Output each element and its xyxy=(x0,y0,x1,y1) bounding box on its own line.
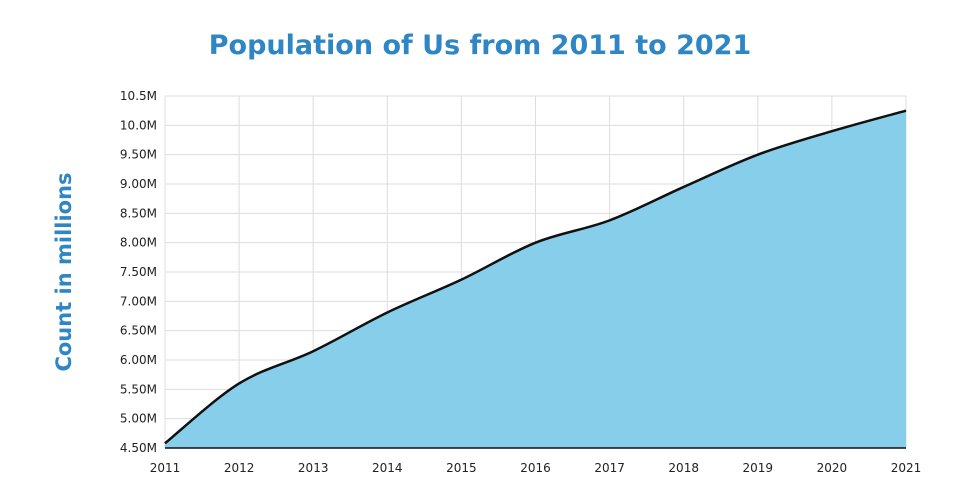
x-tick-label: 2013 xyxy=(298,461,329,475)
x-tick-label: 2021 xyxy=(891,461,922,475)
area-fill xyxy=(165,110,906,449)
y-tick-label: 10.5M xyxy=(120,89,157,103)
y-tick-label: 6.50M xyxy=(120,324,157,338)
y-tick-label: 5.00M xyxy=(120,412,157,426)
x-tick-label: 2020 xyxy=(817,461,848,475)
x-tick-label: 2016 xyxy=(520,461,551,475)
x-tick-label: 2012 xyxy=(224,461,255,475)
y-tick-label: 7.00M xyxy=(120,294,157,308)
x-tick-label: 2014 xyxy=(372,461,403,475)
plot-area xyxy=(164,109,907,449)
y-tick-label: 10.0M xyxy=(120,118,157,132)
y-tick-label: 8.00M xyxy=(120,236,157,250)
y-tick-label: 5.50M xyxy=(120,382,157,396)
y-tick-label: 8.50M xyxy=(120,206,157,220)
x-ticks: 2011 2012 2013 2014 2015 2016 2017 2018 2019 2020… xyxy=(150,461,922,475)
y-tick-label: 7.50M xyxy=(120,265,157,279)
y-tick-label: 9.00M xyxy=(120,177,157,191)
x-tick-label: 2011 xyxy=(150,461,181,475)
y-axis-label: Count in millions xyxy=(52,172,76,371)
x-tick-label: 2015 xyxy=(446,461,477,475)
y-tick-label: 9.50M xyxy=(120,148,157,162)
series-line xyxy=(164,109,907,445)
x-tick-label: 2018 xyxy=(668,461,699,475)
y-tick-label: 6.00M xyxy=(120,353,157,367)
chart-title: Population of Us from 2011 to 2021 xyxy=(209,30,751,61)
y-tick-label: 4.50M xyxy=(120,441,157,455)
x-tick-label: 2019 xyxy=(743,461,774,475)
x-tick-label: 2017 xyxy=(594,461,625,475)
y-ticks: 4.50M 5.00M 5.50M 6.00M 6.50M 7.00M 7.50M 8.00M… xyxy=(120,89,157,455)
